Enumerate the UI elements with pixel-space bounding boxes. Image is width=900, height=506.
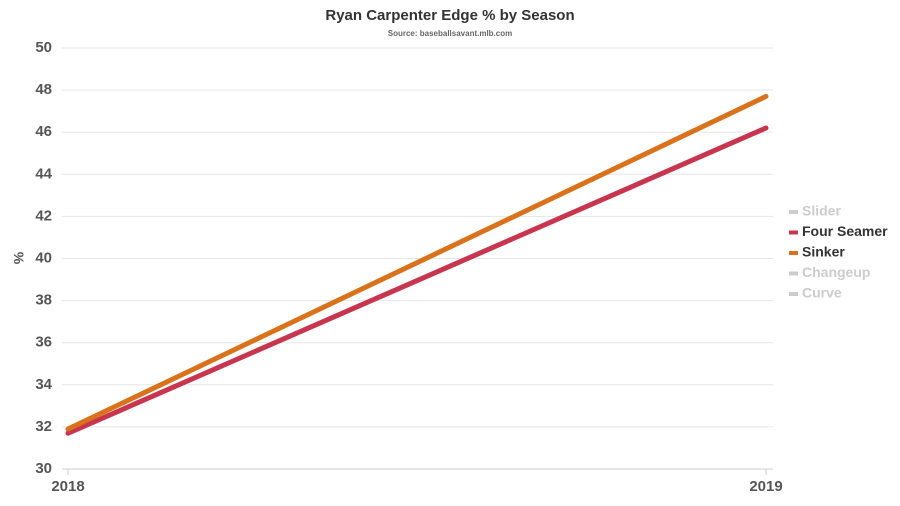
- y-axis-label: %: [11, 251, 27, 264]
- y-tick-label: 46: [35, 123, 52, 140]
- y-tick-label: 50: [35, 39, 52, 56]
- series-line: [65, 125, 769, 436]
- y-tick-label: 36: [35, 334, 52, 351]
- chart-title: Ryan Carpenter Edge % by Season: [325, 7, 574, 24]
- x-tick-label: 2019: [749, 478, 782, 495]
- legend-label: Slider: [802, 203, 841, 219]
- x-tick-label: 2018: [51, 478, 84, 495]
- y-tick-label: 44: [35, 165, 52, 182]
- legend-label: Sinker: [802, 244, 845, 260]
- legend-label: Four Seamer: [802, 223, 888, 239]
- y-tick-label: 42: [35, 207, 52, 224]
- y-tick-label: 48: [35, 81, 52, 98]
- series-line: [65, 93, 769, 432]
- y-tick-label: 34: [35, 376, 52, 393]
- y-tick-label: 40: [35, 249, 52, 266]
- y-tick-label: 30: [35, 460, 52, 477]
- legend-label: Changeup: [802, 264, 870, 280]
- y-tick-label: 38: [35, 292, 52, 309]
- chart-subtitle: Source: baseballsavant.mlb.com: [388, 29, 513, 38]
- legend-label: Curve: [802, 285, 842, 301]
- y-tick-label: 32: [35, 418, 52, 435]
